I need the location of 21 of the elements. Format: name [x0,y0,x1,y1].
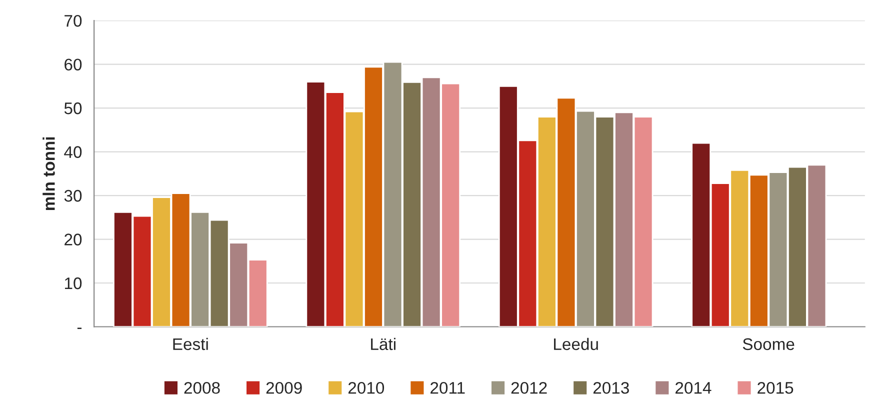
legend-label: 2008 [184,382,220,394]
y-tick-label: - [77,328,82,330]
y-tick-label: 50 [64,102,82,114]
y-tick-label: 20 [64,234,82,246]
legend-label: 2013 [593,382,629,394]
x-tick-label: Soome [742,338,794,350]
legend-label: 2010 [348,382,384,394]
legend-label: 2011 [430,382,465,394]
legend-label: 2014 [676,382,712,394]
x-tick-label: Leedu [554,338,598,350]
legend-label: 2012 [511,382,547,394]
y-axis-title: mln tonni [42,137,55,210]
legend-label: 2015 [758,382,794,394]
y-tick-label: 60 [64,58,82,70]
x-tick-label: Eesti [173,338,208,350]
legend-label: 2009 [266,382,302,394]
y-tick-label: 40 [64,146,82,158]
y-tick-label: 30 [64,190,82,202]
y-tick-label: 10 [64,277,82,290]
y-tick-label: 70 [64,14,82,27]
x-tick-label: Läti [371,338,396,350]
